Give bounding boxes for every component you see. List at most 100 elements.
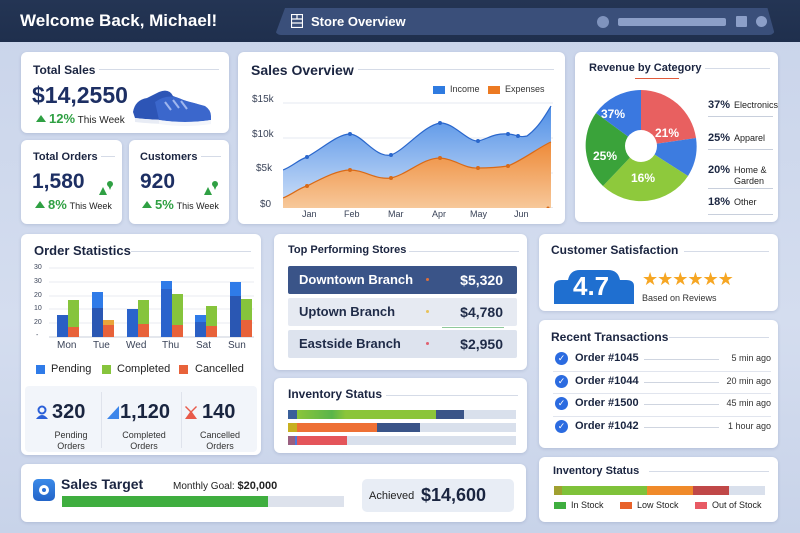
inventory-bar-3 <box>288 436 516 445</box>
in-stock-legend-swatch <box>554 502 566 509</box>
out-of-stock-legend-label: Out of Stock <box>712 500 762 510</box>
revenue-pie-chart: 37% 21% 25% 16% <box>585 90 697 202</box>
x-tick: Mon <box>57 340 77 351</box>
inventory-bar-1 <box>288 410 516 419</box>
income-legend-swatch <box>433 86 445 94</box>
inventory-bar-2 <box>288 423 516 432</box>
growth-icon <box>204 181 218 195</box>
title-divider <box>386 395 518 396</box>
check-icon: ✓ <box>555 375 568 388</box>
svg-text:21%: 21% <box>655 126 679 140</box>
expenses-legend-swatch <box>488 86 500 94</box>
grid-icon[interactable] <box>736 16 747 27</box>
trend-up-icon <box>35 201 45 208</box>
pending-legend-label: Pending <box>51 363 92 375</box>
trend-up-icon <box>142 201 152 208</box>
status-dot <box>426 278 429 281</box>
store-row-downtown[interactable]: Downtown Branch $5,320 <box>288 266 517 294</box>
status-dot <box>426 310 429 313</box>
achieved-value: $14,600 <box>421 485 487 505</box>
x-tick: Wed <box>126 340 147 351</box>
top-bar: Welcome Back, Michael! Store Overview <box>0 0 800 42</box>
in-stock-legend-label: In Stock <box>571 500 604 510</box>
revenue-category-card: Revenue by Category 37% 21% 25% 16% 37% E… <box>575 52 778 222</box>
out-of-stock-legend-swatch <box>695 502 707 509</box>
divider <box>708 149 773 150</box>
y-tick: 20 <box>34 292 42 299</box>
inventory-status-title: Inventory Status <box>288 387 383 401</box>
x-tick: Feb <box>344 209 360 219</box>
title-divider <box>99 69 219 70</box>
total-sales-value: $14,2550 <box>32 82 128 108</box>
x-tick: Sun <box>228 340 246 351</box>
total-sales-title: Total Sales <box>33 63 96 77</box>
income-legend-label: Income <box>450 84 480 94</box>
settings-icon[interactable] <box>756 16 767 27</box>
category-apparel: 25% Apparel <box>708 132 766 144</box>
sales-overview-title: Sales Overview <box>251 62 354 78</box>
y-tick: $0 <box>260 199 272 210</box>
store-icon <box>291 14 303 28</box>
title-divider <box>705 68 770 69</box>
inventory-status-card-middle: Inventory Status <box>274 378 527 453</box>
search-icon[interactable] <box>597 16 609 28</box>
customers-card: Customers 920 5% This Week <box>129 140 229 224</box>
store-row-eastside[interactable]: Eastside Branch $2,950 <box>288 330 517 358</box>
x-tick: Jun <box>514 209 529 219</box>
x-tick: Tue <box>93 340 110 351</box>
rating-stars: ★★★★★★ <box>642 269 734 289</box>
cancelled-legend-label: Cancelled <box>195 363 244 375</box>
store-row-uptown[interactable]: Uptown Branch $4,780 <box>288 298 517 326</box>
order-bar-chart <box>49 267 254 338</box>
transaction-row[interactable]: ✓ Order #1042 1 hour ago <box>553 416 771 438</box>
y-tick: $5k <box>256 163 273 174</box>
transaction-row[interactable]: ✓ Order #1045 5 min ago <box>553 348 771 370</box>
inventory-status-title: Inventory Status <box>553 465 640 477</box>
customers-value: 920 <box>140 170 176 193</box>
low-stock-legend-label: Low Stock <box>637 500 679 510</box>
y-tick: 10 <box>34 305 42 312</box>
x-tick: Mar <box>388 209 404 219</box>
growth-icon <box>99 181 113 195</box>
transaction-row[interactable]: ✓ Order #1044 20 min ago <box>553 371 771 393</box>
customer-satisfaction-title: Customer Satisfaction <box>551 243 679 257</box>
cancelled-orders-value: 140 <box>202 401 236 423</box>
order-statistics-title: Order Statistics <box>34 243 131 258</box>
expenses-legend-label: Expenses <box>505 84 545 94</box>
check-icon: ✓ <box>555 420 568 433</box>
trend-up-icon <box>36 115 46 122</box>
x-tick: Apr <box>432 209 447 219</box>
sales-target-progress-fill <box>62 496 268 507</box>
x-tick: Jan <box>302 209 317 219</box>
revenue-category-title: Revenue by Category <box>589 62 702 74</box>
total-sales-trend: 12% This Week <box>36 111 125 126</box>
achieved-panel: Achieved $14,600 <box>362 479 514 512</box>
x-tick: May <box>470 209 488 219</box>
svg-text:16%: 16% <box>631 171 655 185</box>
divider <box>553 416 771 417</box>
total-orders-title: Total Orders <box>33 151 98 163</box>
recent-transactions-title: Recent Transactions <box>551 330 669 344</box>
y-tick: 20 <box>34 319 42 326</box>
category-home-garden-line2: Garden <box>734 176 765 186</box>
completed-orders-value: 1,120 <box>120 401 171 423</box>
y-tick: $10k <box>252 129 274 140</box>
sales-target-card: Sales Target Monthly Goal: $20,000 Achie… <box>21 464 526 522</box>
store-overview-tab[interactable]: Store Overview <box>275 8 775 35</box>
rating-badge-icon <box>554 270 634 304</box>
transaction-row[interactable]: ✓ Order #1500 45 min ago <box>553 393 771 415</box>
rating-score: 4.7 <box>573 271 610 301</box>
sales-area-chart <box>283 102 553 208</box>
category-electronics: 37% Electronics <box>708 99 779 111</box>
title-divider <box>131 251 251 252</box>
order-summary-panel <box>25 386 257 452</box>
low-stock-legend-swatch <box>620 502 632 509</box>
sales-target-progress-track <box>62 496 344 507</box>
y-tick: - <box>36 332 39 339</box>
customer-satisfaction-card: Customer Satisfaction 4.7 ★★★★★★ Based o… <box>539 234 778 311</box>
search-input[interactable] <box>618 18 726 26</box>
welcome-heading: Welcome Back, Michael! <box>20 11 218 30</box>
y-tick: 30 <box>34 264 42 271</box>
completed-icon <box>107 406 119 419</box>
title-divider <box>358 69 554 70</box>
